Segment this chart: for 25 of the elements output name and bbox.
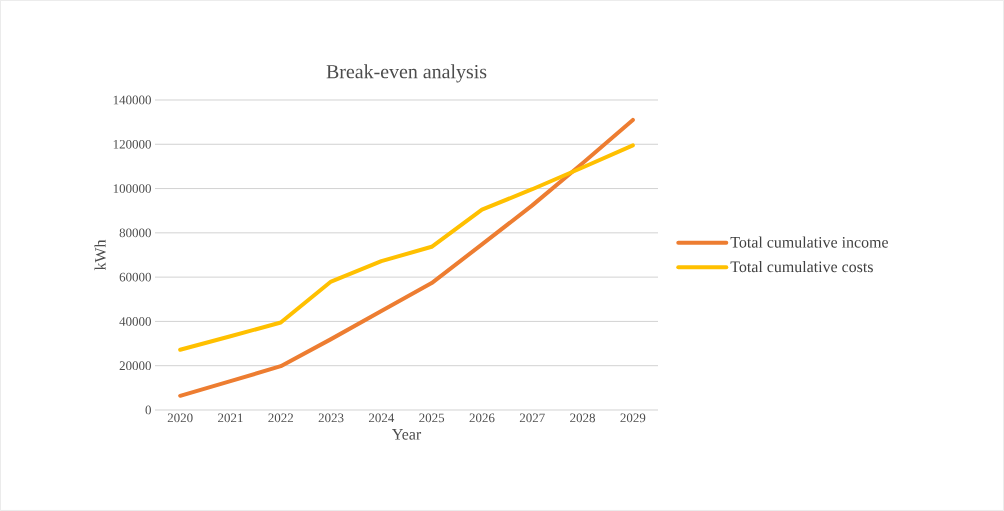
- x-tick-label: 2025: [419, 413, 445, 423]
- x-tick-label: 2028: [570, 413, 596, 423]
- x-tick-label: 2024: [368, 413, 395, 423]
- y-tick-label: 140000: [113, 95, 151, 105]
- y-tick-label: 120000: [113, 139, 151, 149]
- x-tick-label: 2029: [620, 413, 646, 423]
- x-axis-title: Year: [391, 429, 422, 440]
- legend-label: Total cumulative income: [730, 236, 888, 248]
- x-tick-label: 2022: [268, 413, 293, 423]
- y-axis-title: kWh: [94, 239, 106, 271]
- x-tick-label: 2021: [218, 413, 243, 423]
- line-series: [178, 117, 635, 398]
- legend-label: Total cumulative costs: [730, 260, 873, 273]
- y-tick-label: 20000: [119, 361, 151, 371]
- x-tick-label: 2023: [318, 413, 344, 423]
- y-tick-label: 40000: [119, 317, 151, 326]
- line-series: [178, 143, 635, 352]
- chart-title: Break-even analysis: [326, 64, 487, 83]
- x-tick-label: 2027: [519, 413, 545, 423]
- x-tick-label: 2020: [167, 413, 193, 423]
- y-tick-label: 80000: [119, 228, 151, 238]
- x-tick-label: 2026: [469, 413, 495, 423]
- y-tick-label: 60000: [119, 272, 151, 282]
- y-tick-label: 100000: [113, 184, 151, 193]
- y-tick-label: 0: [145, 405, 151, 415]
